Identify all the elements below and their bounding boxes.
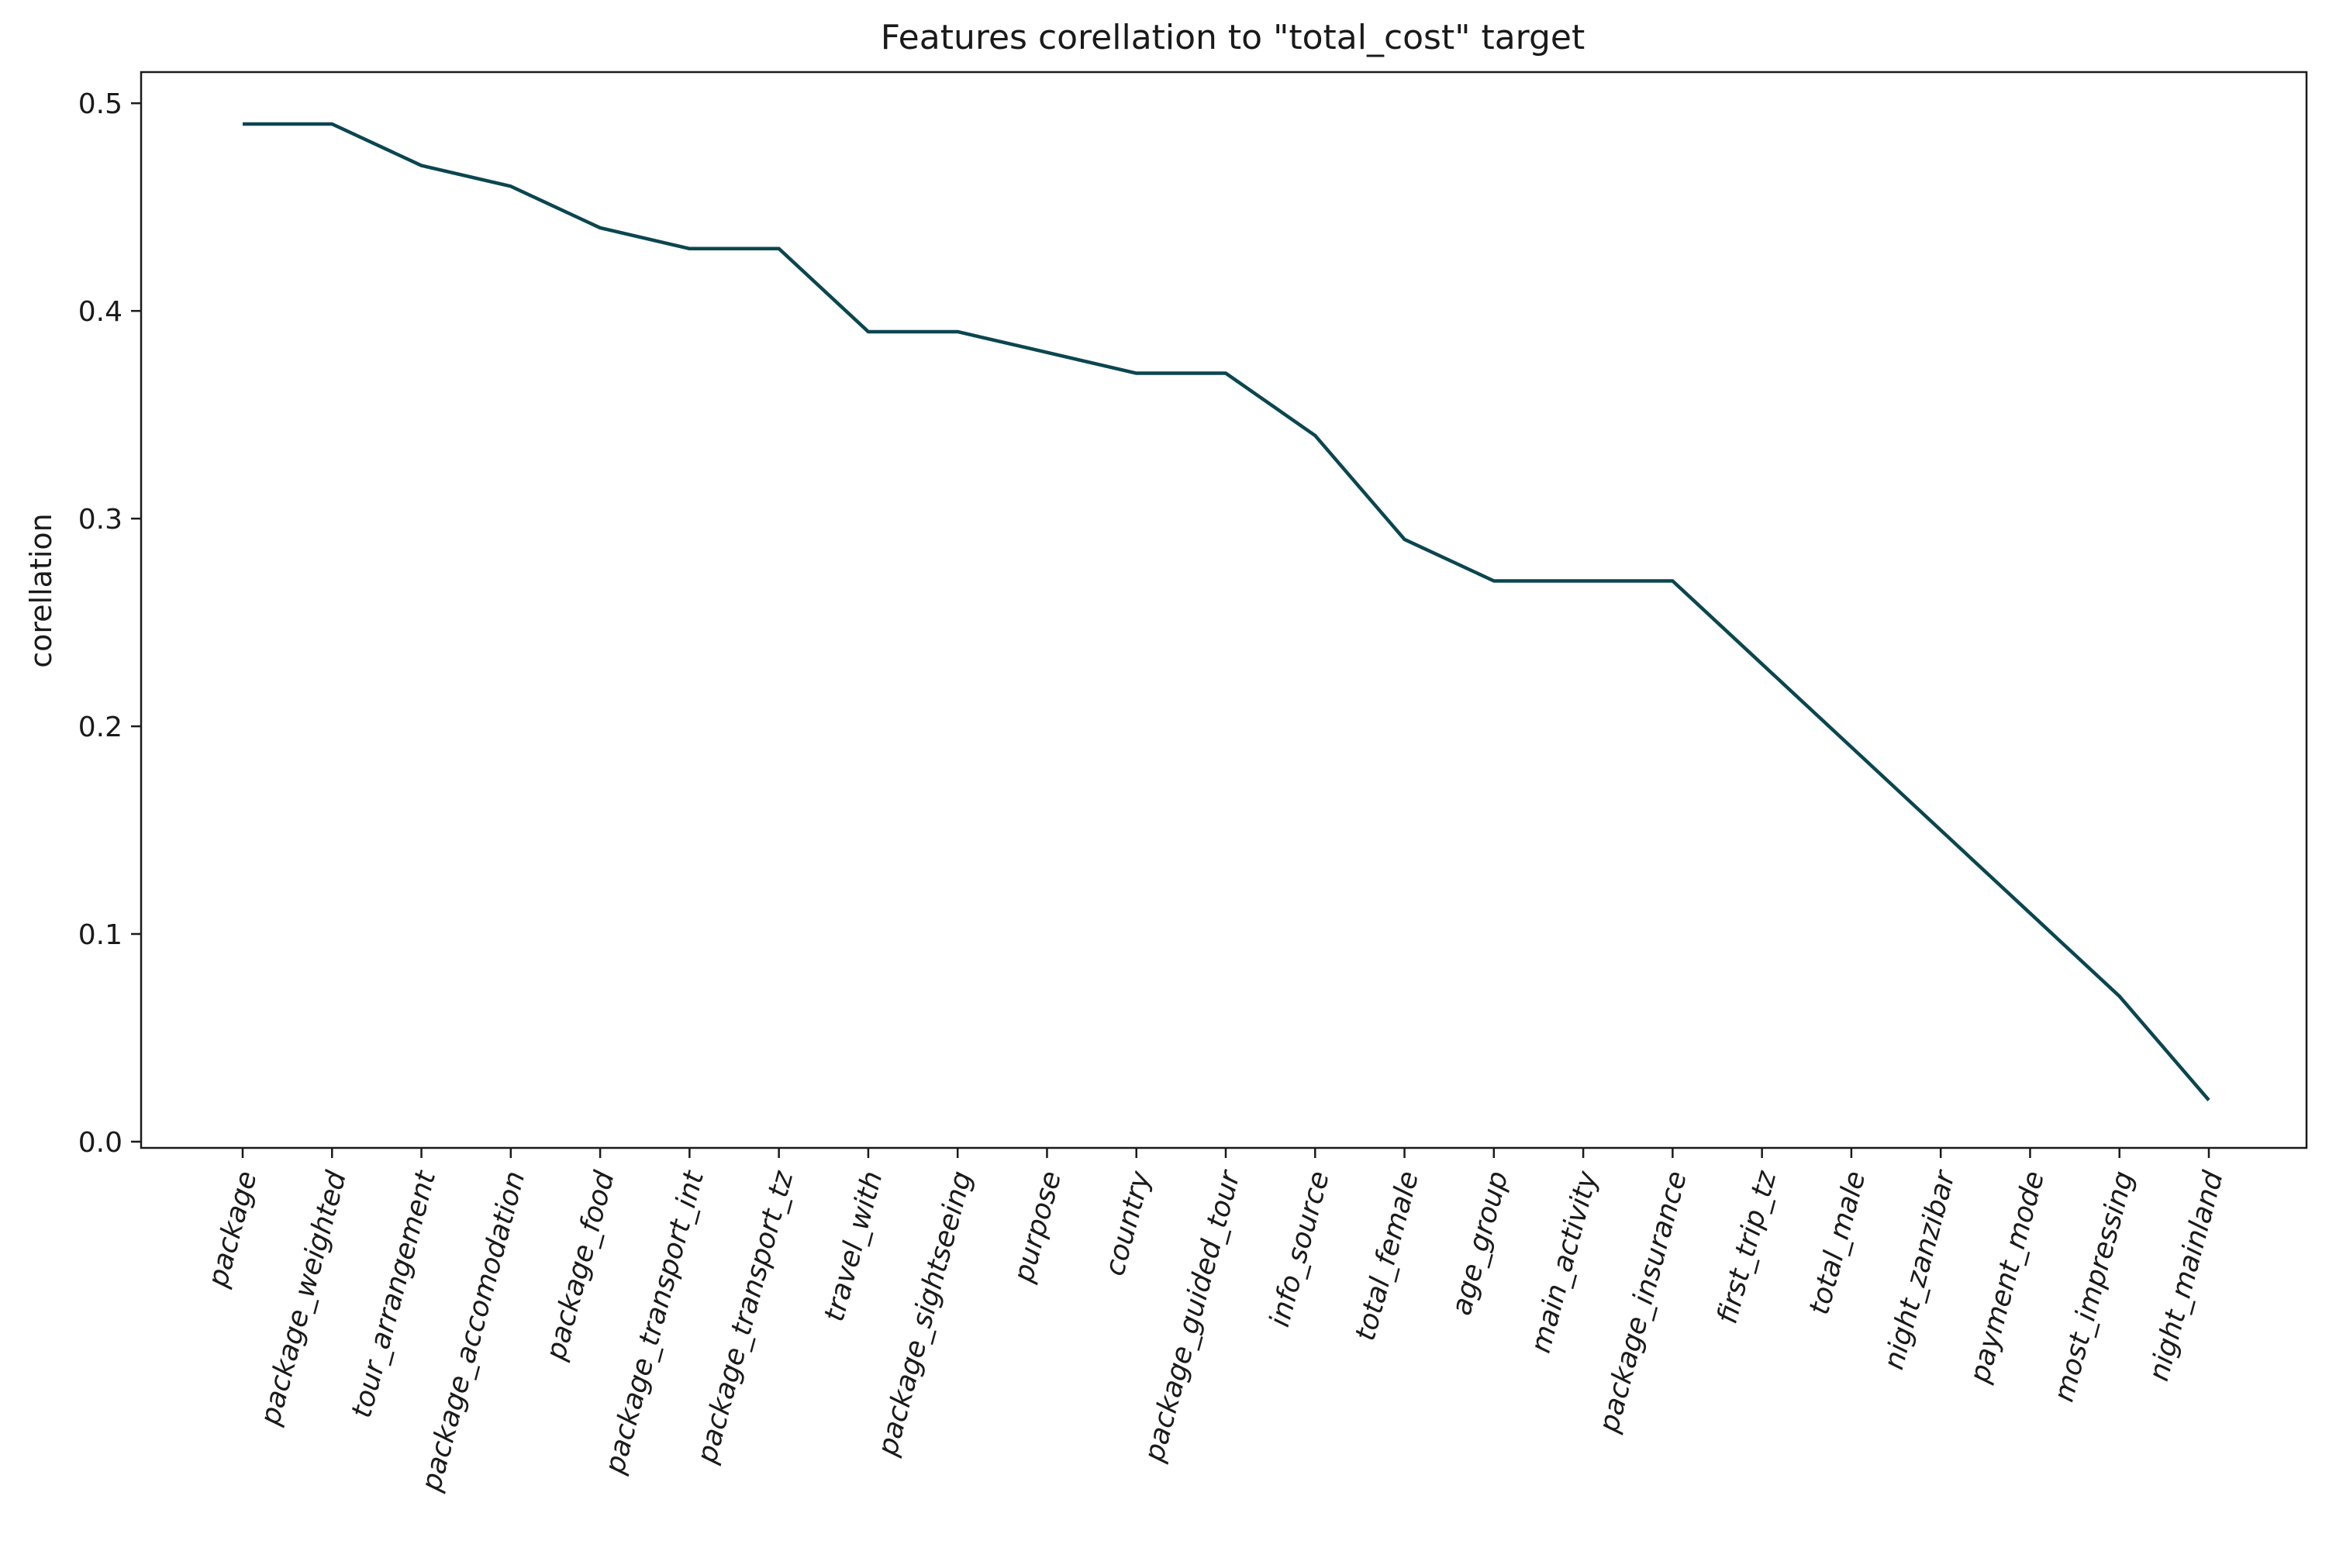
x-tick-label: total_female — [1350, 1168, 1426, 1344]
data-point — [1044, 350, 1049, 355]
x-tick-label: package_transport_int — [599, 1167, 710, 1478]
x-tick-label: night_zanzibar — [1878, 1167, 1962, 1373]
data-point — [419, 164, 424, 168]
x-tick-label: package_guided_tour — [1138, 1167, 1247, 1466]
plot-frame — [140, 71, 2308, 1149]
data-point — [866, 329, 871, 334]
data-point — [598, 226, 602, 230]
data-point — [2117, 994, 2122, 998]
x-tick-label: package — [202, 1168, 263, 1291]
x-tick-label: package_accomodation — [416, 1168, 532, 1495]
x-tick-label: payment_mode — [1964, 1168, 2051, 1387]
x-tick-label: info_source — [1264, 1168, 1336, 1330]
x-tick-label: package_sightseeing — [871, 1168, 978, 1460]
x-tick-label: travel_with — [819, 1168, 889, 1325]
x-tick-label: first_trip_tz — [1712, 1167, 1783, 1328]
data-point — [2207, 1098, 2211, 1102]
data-point — [1223, 371, 1228, 376]
data-point — [240, 122, 245, 126]
data-point — [509, 184, 513, 188]
data-point — [1492, 578, 1496, 583]
x-tick-label: package_insurance — [1592, 1168, 1693, 1436]
data-point — [1313, 433, 1317, 438]
data-point — [687, 246, 692, 251]
data-point — [1670, 578, 1675, 583]
x-tick-label: night_mainland — [2143, 1167, 2230, 1385]
data-point — [1760, 662, 1765, 667]
y-tick-label: 0.3 — [78, 504, 122, 536]
x-tick-label: country — [1099, 1167, 1157, 1279]
x-tick-label: package_weighted — [254, 1167, 353, 1429]
y-tick-label: 0.5 — [78, 88, 122, 120]
x-tick-label: purpose — [1007, 1168, 1068, 1287]
data-point — [1403, 537, 1407, 542]
series-group — [240, 122, 2211, 1102]
x-tick-label: total_male — [1803, 1168, 1872, 1318]
data-point — [1581, 578, 1585, 583]
y-tick-label: 0.2 — [78, 712, 122, 743]
y-tick-label: 0.4 — [78, 296, 122, 328]
y-axis: 0.0 0.1 0.2 0.3 0.4 0.5 — [78, 88, 141, 1159]
data-point — [777, 246, 782, 251]
x-axis: packagepackage_weightedtour_arrangementp… — [202, 1148, 2230, 1495]
series-line — [243, 122, 2210, 1101]
y-tick-label: 0.0 — [78, 1127, 122, 1159]
data-point — [1938, 828, 1943, 832]
chart-title: Features corellation to "total_cost" tar… — [881, 18, 1585, 57]
data-point — [2027, 911, 2032, 915]
y-axis-label: corellation — [24, 513, 58, 668]
y-tick-label: 0.1 — [78, 919, 122, 951]
x-tick-label: age_group — [1446, 1168, 1515, 1319]
x-tick-label: most_impressing — [2048, 1168, 2141, 1405]
data-point — [955, 329, 960, 334]
x-tick-label: main_activity — [1525, 1167, 1604, 1356]
data-point — [330, 122, 334, 126]
data-point — [1849, 745, 1854, 750]
data-point — [1134, 371, 1139, 376]
x-tick-label: package_transport_tz — [691, 1167, 800, 1467]
x-tick-label: tour_arrangement — [346, 1167, 443, 1422]
x-tick-label: package_food — [540, 1167, 621, 1364]
